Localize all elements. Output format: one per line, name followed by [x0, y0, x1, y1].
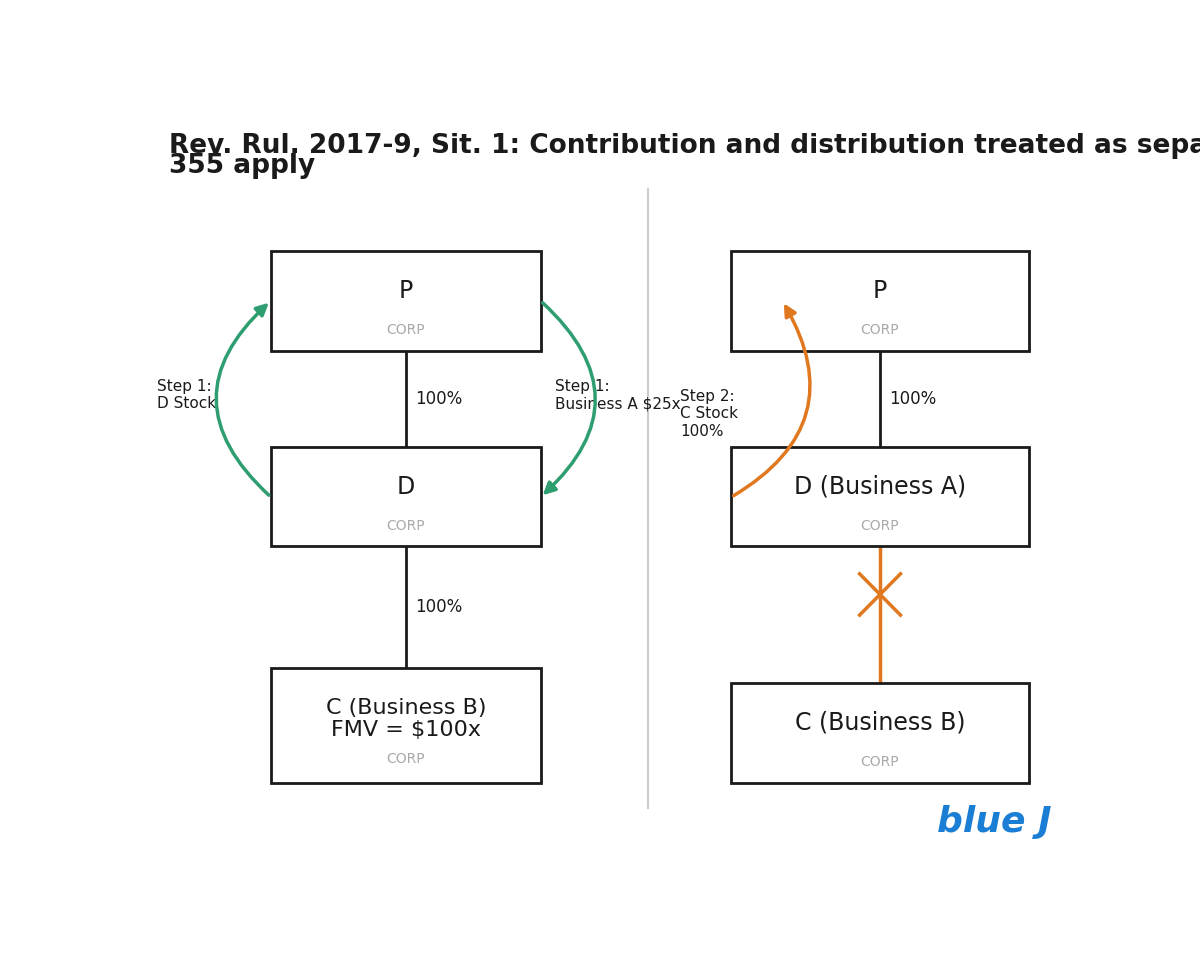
FancyBboxPatch shape [731, 683, 1028, 783]
Text: P: P [398, 280, 413, 304]
Text: CORP: CORP [386, 751, 425, 765]
Text: FMV = $100x: FMV = $100x [331, 720, 481, 740]
FancyBboxPatch shape [731, 251, 1028, 351]
Text: Step 2:
C Stock
100%: Step 2: C Stock 100% [680, 389, 738, 439]
FancyArrowPatch shape [542, 303, 595, 492]
Text: CORP: CORP [860, 323, 899, 337]
FancyBboxPatch shape [271, 669, 540, 783]
Text: CORP: CORP [386, 323, 425, 337]
FancyArrowPatch shape [216, 306, 269, 495]
Text: CORP: CORP [860, 518, 899, 533]
FancyArrowPatch shape [733, 307, 810, 495]
Text: 100%: 100% [415, 390, 462, 408]
Text: blue J: blue J [937, 806, 1052, 839]
Text: CORP: CORP [386, 518, 425, 533]
Text: C (Business B): C (Business B) [325, 698, 486, 718]
FancyBboxPatch shape [731, 446, 1028, 546]
Text: Step 1:
D Stock: Step 1: D Stock [157, 379, 216, 412]
Text: Rev. Rul. 2017-9, Sit. 1: Contribution and distribution treated as separate; §§ : Rev. Rul. 2017-9, Sit. 1: Contribution a… [168, 133, 1200, 159]
Text: Step 1:
Business A $25x: Step 1: Business A $25x [554, 379, 680, 412]
Text: CORP: CORP [860, 755, 899, 768]
Text: D: D [397, 475, 415, 499]
FancyBboxPatch shape [271, 446, 540, 546]
Text: P: P [872, 280, 887, 304]
Text: C (Business B): C (Business B) [794, 711, 965, 735]
FancyBboxPatch shape [271, 251, 540, 351]
Text: 100%: 100% [415, 598, 462, 616]
Text: 355 apply: 355 apply [168, 153, 314, 179]
Text: D (Business A): D (Business A) [794, 475, 966, 499]
Text: 100%: 100% [889, 390, 937, 408]
